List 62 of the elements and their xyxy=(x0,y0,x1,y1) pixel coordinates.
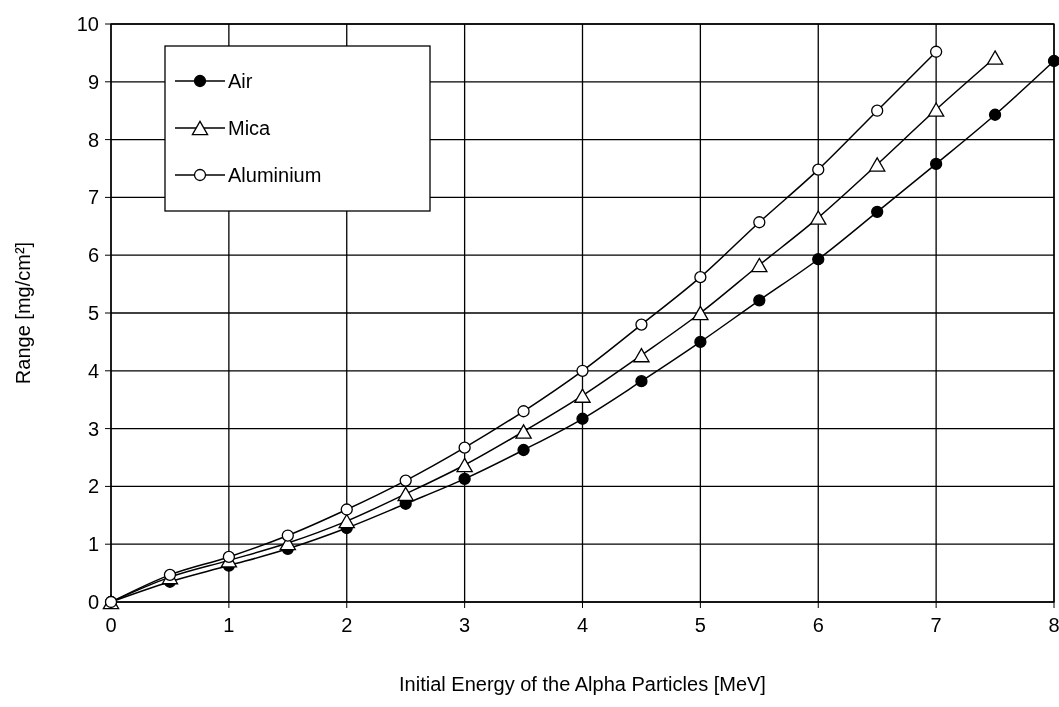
y-tick-label: 0 xyxy=(87,591,99,613)
point xyxy=(751,257,768,273)
legend-label: Aluminium xyxy=(228,164,322,186)
x-axis-title: Initial Energy of the Alpha Particles [MeV] xyxy=(399,673,766,695)
x-tick-label: 7 xyxy=(930,614,942,636)
point xyxy=(517,405,530,418)
point xyxy=(163,568,177,581)
point xyxy=(812,163,825,176)
point xyxy=(694,271,707,284)
point xyxy=(399,474,412,487)
y-tick-label: 3 xyxy=(87,417,99,440)
point xyxy=(988,108,1002,121)
point xyxy=(692,305,709,321)
x-tick-label: 6 xyxy=(812,614,824,636)
x-tick-label: 0 xyxy=(105,614,117,636)
y-tick-label: 10 xyxy=(76,13,99,35)
legend-label: Air xyxy=(228,70,253,92)
y-tick-label: 1 xyxy=(87,533,99,556)
point xyxy=(694,335,707,349)
point xyxy=(929,157,943,171)
y-tick-label: 5 xyxy=(87,302,99,324)
point xyxy=(458,472,471,486)
point xyxy=(576,364,589,377)
point xyxy=(515,424,532,439)
y-tick-label: 8 xyxy=(87,128,99,151)
point xyxy=(576,412,589,425)
point xyxy=(810,210,827,225)
point xyxy=(633,347,650,363)
point xyxy=(517,443,530,457)
point xyxy=(753,294,766,307)
point xyxy=(868,157,886,172)
point xyxy=(929,45,943,58)
point xyxy=(986,50,1004,65)
point xyxy=(871,205,884,218)
x-tick-label: 1 xyxy=(223,614,235,636)
point xyxy=(1047,54,1059,68)
point xyxy=(281,529,294,542)
point xyxy=(871,104,884,117)
point xyxy=(927,102,945,117)
x-tick-label: 5 xyxy=(694,614,706,636)
point xyxy=(458,441,471,454)
point xyxy=(635,375,648,388)
point xyxy=(397,486,414,502)
point xyxy=(635,318,648,331)
point xyxy=(222,550,236,564)
y-tick-label: 7 xyxy=(87,186,99,209)
x-tick-label: 8 xyxy=(1048,614,1059,636)
x-tick-label: 4 xyxy=(576,614,589,636)
y-tick-label: 9 xyxy=(87,70,99,93)
point xyxy=(338,513,355,529)
point xyxy=(340,503,353,516)
y-axis-title: Range [mg/cm²] xyxy=(12,241,34,385)
y-tick-label: 6 xyxy=(87,244,99,267)
y-tick-label: 4 xyxy=(87,359,99,382)
legend-label: Mica xyxy=(228,117,272,139)
point xyxy=(574,388,591,403)
y-tick-label: 2 xyxy=(87,475,99,498)
point xyxy=(753,216,766,229)
point xyxy=(456,457,473,473)
point xyxy=(812,253,825,266)
x-tick-label: 3 xyxy=(459,614,471,636)
x-tick-label: 2 xyxy=(341,614,353,636)
